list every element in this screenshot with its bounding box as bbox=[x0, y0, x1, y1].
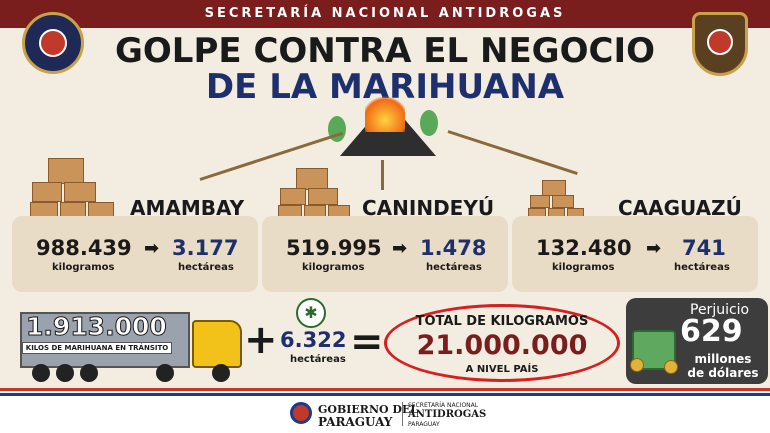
total-hectares-unit: hectáreas bbox=[290, 354, 346, 365]
gov-line2: PARAGUAY bbox=[318, 415, 393, 429]
region-kilos-unit: kilogramos bbox=[552, 262, 615, 273]
loss-unit-line2: de dólares bbox=[687, 366, 759, 380]
boxes-icon-canindeyu bbox=[278, 168, 350, 222]
total-kilos: 21.000.000 bbox=[416, 330, 588, 361]
agency-banner: SECRETARÍA NACIONAL ANTIDROGAS bbox=[0, 0, 770, 28]
region-card-canindeyu bbox=[262, 216, 508, 292]
arrow-icon: ➡ bbox=[144, 238, 160, 259]
arrow-icon: ➡ bbox=[392, 238, 408, 259]
region-kilos: 519.995 bbox=[286, 236, 382, 260]
transit-kilos: 1.913.000 bbox=[26, 312, 168, 342]
boxes-icon-amambay bbox=[30, 158, 114, 222]
flag-stripe-blue bbox=[0, 393, 770, 396]
footer bbox=[0, 396, 770, 433]
footer-divider bbox=[402, 402, 403, 426]
loss-value: 629 bbox=[680, 314, 743, 349]
region-hectares-unit: hectáreas bbox=[426, 262, 482, 273]
cannabis-leaf-icon: ✱ bbox=[296, 298, 326, 328]
equals-icon: = bbox=[350, 319, 384, 365]
loss-unit-line1: millones bbox=[694, 352, 752, 366]
flag-stripe-white bbox=[0, 391, 770, 393]
region-card-amambay bbox=[12, 216, 258, 292]
region-card-caaguazu bbox=[512, 216, 758, 292]
region-hectares: 1.478 bbox=[420, 236, 487, 260]
region-kilos: 988.439 bbox=[36, 236, 132, 260]
government-emblem-icon bbox=[290, 402, 312, 424]
total-subtitle: A NIVEL PAÍS bbox=[465, 364, 539, 375]
police-badge-icon bbox=[692, 12, 748, 76]
transit-label: KILOS DE MARIHUANA EN TRÁNSITO bbox=[22, 342, 172, 354]
region-hectares-unit: hectáreas bbox=[674, 262, 730, 273]
truck-icon bbox=[16, 306, 244, 386]
agency-line2: ANTIDROGAS bbox=[408, 409, 487, 420]
agency-line1: SECRETARÍA NACIONAL bbox=[408, 402, 479, 409]
arrow-to-canindeyu bbox=[381, 160, 384, 190]
flag-stripe-red bbox=[0, 388, 770, 391]
gov-line1: GOBIERNO DEL bbox=[318, 403, 419, 416]
arrow-to-caaguazu bbox=[447, 130, 578, 175]
money-stack-icon bbox=[630, 330, 678, 374]
total-highlight-oval bbox=[384, 304, 620, 382]
loss-label: Perjuicio bbox=[690, 302, 750, 318]
total-title: TOTAL DE KILOGRAMOS bbox=[415, 314, 589, 329]
region-hectares: 3.177 bbox=[172, 236, 239, 260]
total-hectares: 6.322 bbox=[280, 328, 347, 352]
fire-icon bbox=[365, 92, 405, 132]
region-kilos-unit: kilogramos bbox=[302, 262, 365, 273]
region-kilos-unit: kilogramos bbox=[52, 262, 115, 273]
plus-icon: + bbox=[244, 317, 278, 363]
headline-line1: GOLPE CONTRA EL NEGOCIO bbox=[114, 31, 655, 71]
senad-seal-icon bbox=[22, 12, 84, 74]
region-hectares: 741 bbox=[682, 236, 726, 260]
region-kilos: 132.480 bbox=[536, 236, 632, 260]
agency-line3: PARAGUAY bbox=[408, 421, 440, 428]
loss-unit: millones de dólares bbox=[680, 352, 766, 380]
boxes-icon-caaguazu bbox=[528, 180, 584, 222]
region-hectares-unit: hectáreas bbox=[178, 262, 234, 273]
arrow-icon: ➡ bbox=[646, 238, 662, 259]
